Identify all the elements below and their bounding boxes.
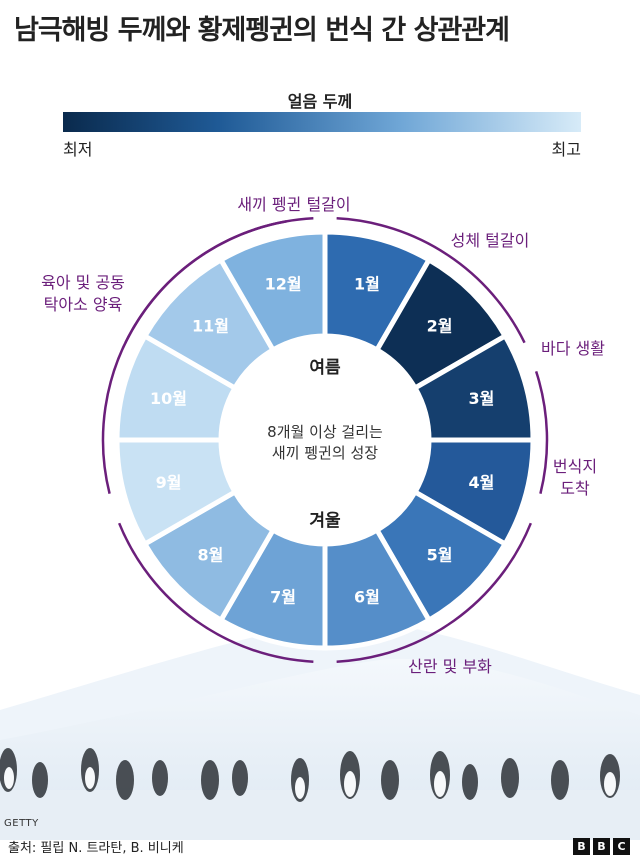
ice-thickness-gradient-bar	[63, 112, 581, 132]
page-title: 남극해빙 두께와 황제펭귄의 번식 간 상관관계	[14, 15, 510, 46]
legend-title: 얼음 두께	[287, 92, 353, 111]
legend-min-label: 최저	[63, 140, 93, 159]
source-note: 출처: 필립 N. 트라탄, B. 비니케	[8, 841, 184, 856]
stage-arc-adult-moult	[336, 217, 526, 344]
stage-label-chick-moult: 새끼 펭귄 털갈이	[237, 195, 350, 214]
stage-arc-laying-hatching	[118, 522, 314, 663]
month-label: 6월	[354, 587, 380, 606]
bbc-logo-letter: B	[573, 838, 590, 855]
stage-arc-parenting	[101, 220, 287, 495]
stage-label-arrival: 번식지	[553, 457, 597, 476]
photo-credit: GETTY	[4, 818, 39, 829]
month-label: 11월	[192, 316, 229, 335]
bbc-logo-letter: C	[613, 838, 630, 855]
summer-label: 여름	[309, 358, 341, 378]
antarctic-ice-photo	[0, 621, 640, 840]
month-label: 8월	[198, 546, 224, 565]
legend-max-label: 최고	[551, 140, 581, 159]
stage-label-arrival: 도착	[560, 479, 590, 498]
bbc-logo: B B C	[573, 838, 630, 855]
month-label: 9월	[156, 473, 182, 492]
center-text-line2: 새끼 펭귄의 성장	[272, 444, 378, 462]
bbc-logo-letter: B	[593, 838, 610, 855]
month-label: 12월	[265, 275, 302, 294]
stage-arc-arrival	[336, 522, 532, 663]
stage-label-parenting: 육아 및 공동	[41, 273, 125, 292]
stage-label-parenting: 탁아소 양육	[44, 295, 123, 314]
stage-label-adult-moult: 성체 털갈이	[451, 231, 530, 250]
month-label: 2월	[427, 316, 453, 335]
stage-arc-sea-life	[534, 371, 549, 495]
month-label: 7월	[270, 587, 296, 606]
month-label: 10월	[150, 389, 187, 408]
month-label: 3월	[469, 389, 495, 408]
month-label: 5월	[427, 546, 453, 565]
month-label: 4월	[469, 473, 495, 492]
center-disc	[221, 336, 429, 544]
stage-label-laying-hatching: 산란 및 부화	[408, 657, 492, 676]
stage-label-sea-life: 바다 생활	[541, 339, 605, 358]
center-text-line1: 8개월 이상 걸리는	[267, 423, 383, 441]
month-label: 1월	[354, 275, 380, 294]
winter-label: 겨울	[309, 511, 341, 531]
